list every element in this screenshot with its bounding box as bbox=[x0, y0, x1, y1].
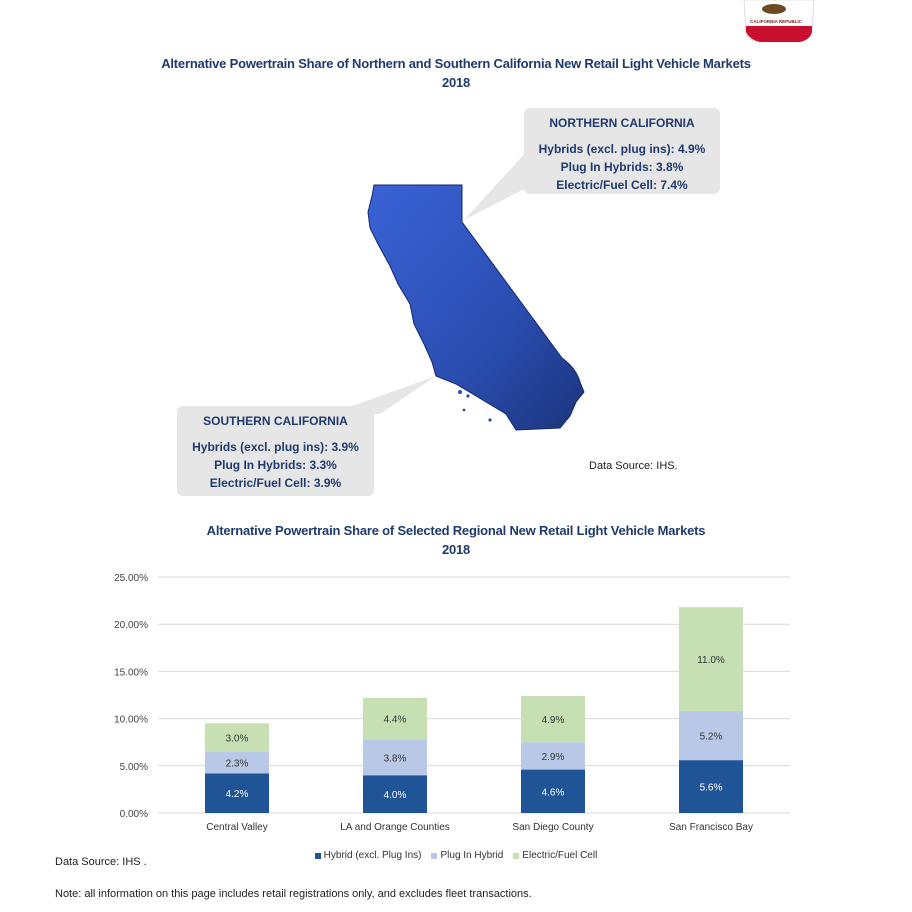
x-category-label: San Francisco Bay bbox=[669, 822, 753, 833]
legend-swatch bbox=[513, 852, 520, 859]
bar-segment bbox=[679, 711, 743, 761]
bar-segment bbox=[521, 742, 585, 770]
california-map bbox=[340, 180, 600, 440]
legend-swatch bbox=[314, 852, 321, 859]
south-plugin: Plug In Hybrids: 3.3% bbox=[214, 458, 337, 472]
south-hybrids: Hybrids (excl. plug ins): 3.9% bbox=[192, 440, 359, 454]
y-tick-label: 25.00% bbox=[114, 573, 148, 584]
chart-svg: 0.00% 5.00% 10.00% 15.00% 20.00% 25.00% 4.2% 2.… bbox=[114, 573, 790, 833]
map-section-title: Alternative Powertrain Share of Northern… bbox=[0, 54, 912, 92]
bar-segment bbox=[363, 739, 427, 776]
data-label: 4.6% bbox=[542, 787, 565, 798]
y-tick-label: 5.00% bbox=[120, 762, 148, 773]
footer-note: Note: all information on this page inclu… bbox=[55, 888, 532, 900]
data-label: 3.8% bbox=[384, 753, 407, 764]
bar-segment bbox=[205, 723, 269, 752]
data-label: 2.3% bbox=[226, 758, 249, 769]
northern-california-callout: NORTHERN CALIFORNIA Hybrids (excl. plug … bbox=[524, 108, 720, 194]
legend-item: Hybrid (excl. Plug Ins) bbox=[314, 850, 422, 861]
data-label: 2.9% bbox=[542, 752, 565, 763]
legend-swatch bbox=[431, 852, 438, 859]
data-label: 4.2% bbox=[226, 789, 249, 800]
map-data-source: Data Source: IHS. bbox=[589, 460, 678, 472]
south-heading: SOUTHERN CALIFORNIA bbox=[203, 414, 348, 428]
x-category-label: LA and Orange Counties bbox=[340, 822, 450, 833]
bar-segment bbox=[205, 751, 269, 774]
data-label: 4.9% bbox=[542, 715, 565, 726]
bar-segment bbox=[363, 775, 427, 813]
north-heading: NORTHERN CALIFORNIA bbox=[549, 116, 695, 130]
y-tick-label: 20.00% bbox=[114, 620, 148, 631]
map-title-line1: Alternative Powertrain Share of Northern… bbox=[161, 56, 751, 71]
stacked-bar-chart: 0.00% 5.00% 10.00% 15.00% 20.00% 25.00% 4.2% 2.… bbox=[0, 560, 912, 850]
bar-segment bbox=[679, 760, 743, 813]
bar-segment bbox=[205, 773, 269, 813]
legend-label: Electric/Fuel Cell bbox=[522, 850, 598, 861]
bar-segment bbox=[363, 697, 427, 740]
chart-title: Alternative Powertrain Share of Selected… bbox=[0, 521, 912, 559]
data-label: 5.2% bbox=[700, 732, 723, 743]
north-hybrids: Hybrids (excl. plug ins): 4.9% bbox=[538, 142, 706, 156]
california-flag-logo: CALIFORNIA REPUBLIC bbox=[738, 0, 818, 44]
y-tick-label: 10.00% bbox=[114, 715, 148, 726]
north-plugin: Plug In Hybrids: 3.8% bbox=[560, 160, 684, 174]
chart-title-line2: 2018 bbox=[441, 542, 471, 557]
data-label: 5.6% bbox=[700, 783, 723, 794]
legend-label: Plug In Hybrid bbox=[440, 850, 504, 861]
chart-data-source: Data Source: IHS . bbox=[55, 856, 147, 868]
bar-segment bbox=[679, 607, 743, 712]
data-label: 11.0% bbox=[697, 655, 725, 666]
legend-item: Plug In Hybrid bbox=[431, 850, 503, 861]
legend-label: Hybrid (excl. Plug Ins) bbox=[323, 850, 422, 861]
bar-segment bbox=[521, 695, 585, 743]
north-callout-pointer bbox=[464, 152, 530, 220]
svg-text:CALIFORNIA REPUBLIC: CALIFORNIA REPUBLIC bbox=[750, 19, 803, 24]
bar-segment bbox=[521, 769, 585, 813]
south-electric: Electric/Fuel Cell: 3.9% bbox=[209, 476, 342, 490]
data-label: 3.0% bbox=[226, 733, 249, 744]
california-shape bbox=[367, 184, 585, 431]
x-category-label: Central Valley bbox=[206, 822, 268, 833]
y-tick-label: 0.00% bbox=[120, 809, 148, 820]
chart-legend: Hybrid (excl. Plug Ins) Plug In Hybrid Ele… bbox=[0, 850, 912, 862]
x-category-label: San Diego County bbox=[512, 822, 593, 833]
southern-california-callout: SOUTHERN CALIFORNIA Hybrids (excl. plug … bbox=[177, 406, 374, 496]
map-title-line2: 2018 bbox=[441, 75, 471, 90]
y-tick-label: 15.00% bbox=[114, 667, 148, 678]
south-callout-pointer bbox=[330, 376, 436, 414]
chart-title-line1: Alternative Powertrain Share of Selected… bbox=[206, 523, 706, 538]
data-label: 4.4% bbox=[384, 715, 407, 726]
data-label: 4.0% bbox=[384, 790, 407, 801]
north-electric: Electric/Fuel Cell: 7.4% bbox=[556, 178, 688, 192]
legend-item: Electric/Fuel Cell bbox=[513, 850, 597, 861]
